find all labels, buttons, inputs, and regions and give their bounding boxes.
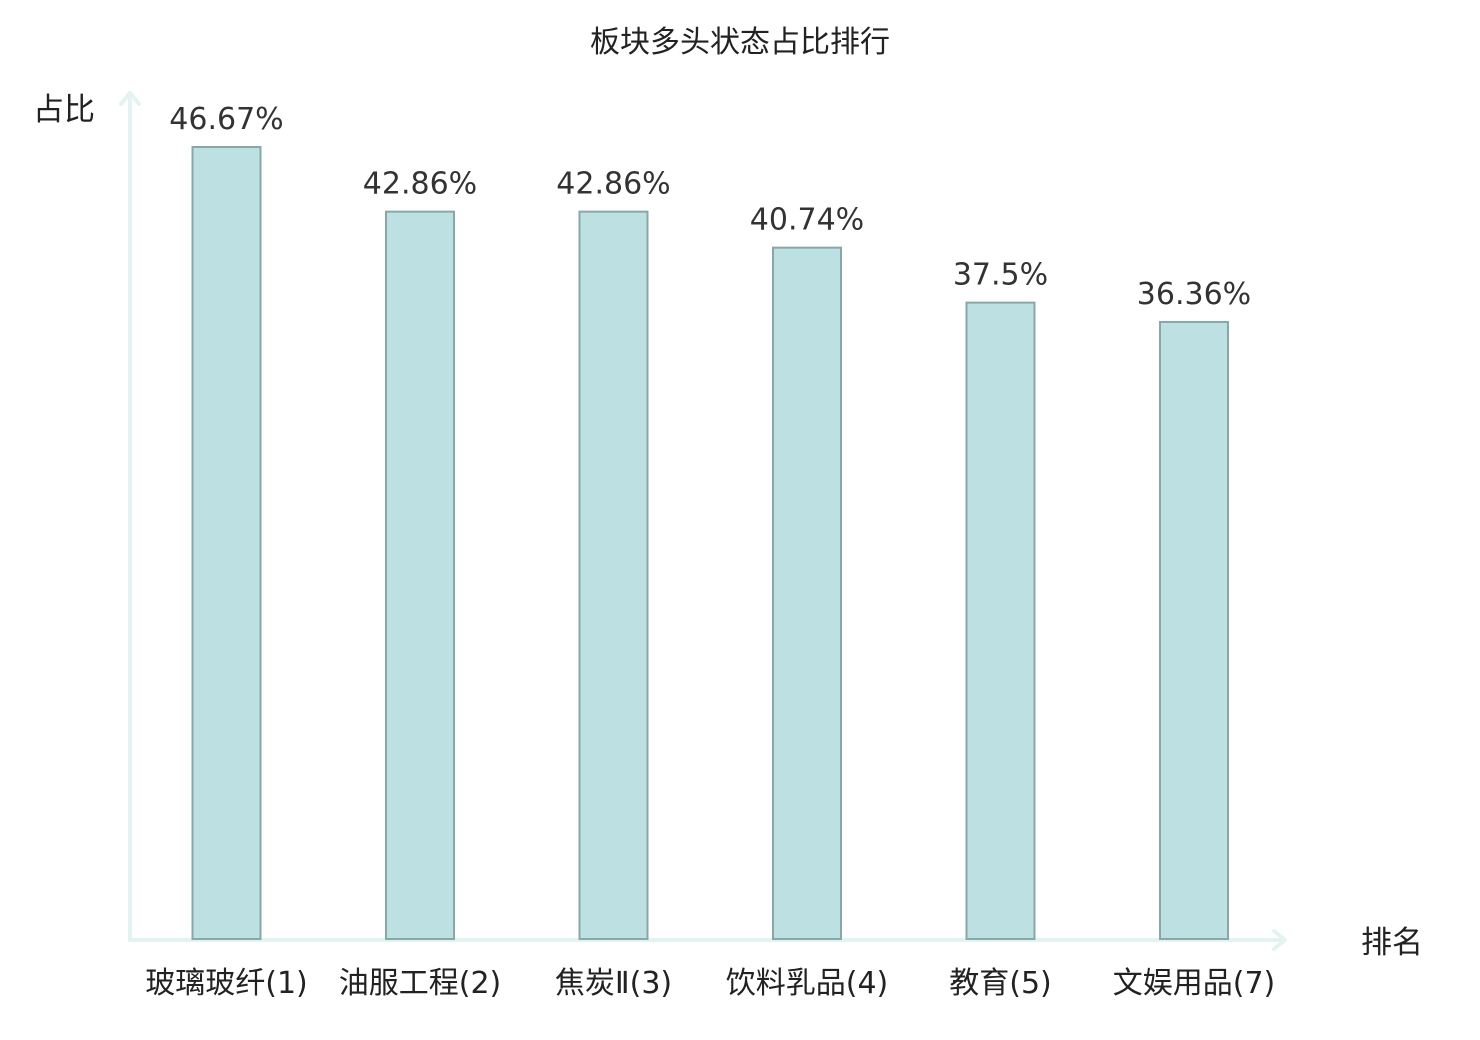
bar-group: 42.86% 油服工程(2) [339, 167, 502, 1001]
bar-group: 40.74% 饮料乳品(4) [726, 203, 889, 1001]
x-axis-label: 排名 [1361, 925, 1423, 961]
bar-value-label: 36.36% [1137, 277, 1251, 312]
plot-area: 46.67% 玻璃玻纤(1) 42.86% 油服工程(2) 42.86% 焦炭Ⅱ(3) 40… [145, 102, 1275, 1001]
x-tick-label: 焦炭Ⅱ(3) [555, 966, 672, 1001]
x-tick-label: 文娱用品(7) [1113, 966, 1276, 1001]
x-tick-label: 教育(5) [949, 966, 1052, 1001]
x-tick-label: 油服工程(2) [339, 966, 502, 1001]
bar [772, 246, 842, 941]
bar-group: 42.86% 焦炭Ⅱ(3) [555, 167, 672, 1001]
chart-title: 板块多头状态占比排行 [590, 25, 890, 60]
bar [191, 146, 262, 940]
x-axis-arrow [1272, 929, 1287, 951]
bar [385, 210, 455, 941]
y-axis-arrow [119, 91, 141, 106]
x-tick-label: 饮料乳品(4) [726, 966, 889, 1001]
bar-value-label: 42.86% [363, 167, 477, 202]
y-axis-label: 占比 [33, 92, 95, 128]
bar-value-label: 46.67% [169, 102, 283, 137]
bar [1159, 320, 1229, 940]
bar-group: 37.5% 教育(5) [949, 258, 1052, 1001]
bar-group: 36.36% 文娱用品(7) [1113, 277, 1276, 1001]
bar-group: 46.67% 玻璃玻纤(1) [145, 102, 308, 1001]
bar [578, 210, 649, 941]
bar-value-label: 42.86% [556, 167, 670, 202]
bar-value-label: 37.5% [953, 258, 1048, 293]
bar-value-label: 40.74% [750, 203, 864, 238]
bar [965, 301, 1036, 940]
x-tick-label: 玻璃玻纤(1) [145, 966, 308, 1001]
